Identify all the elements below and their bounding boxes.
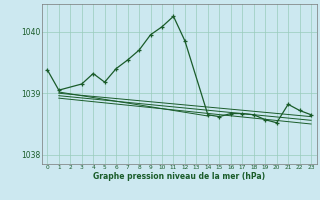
X-axis label: Graphe pression niveau de la mer (hPa): Graphe pression niveau de la mer (hPa) [93,172,265,181]
